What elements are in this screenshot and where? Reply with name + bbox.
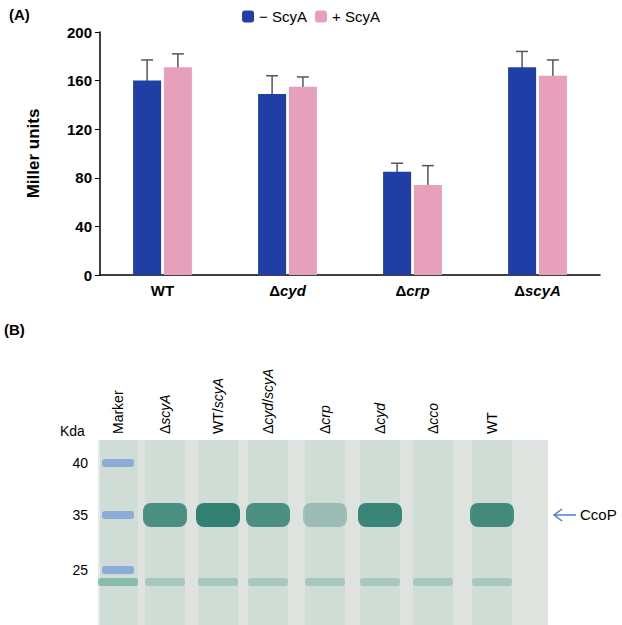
svg-text:80: 80 <box>75 169 92 186</box>
svg-text:Δ: Δ <box>395 282 406 299</box>
svg-text:− ScyA: − ScyA <box>259 8 307 25</box>
svg-text:scyA: scyA <box>525 282 561 299</box>
svg-text:cyd: cyd <box>280 282 307 299</box>
svg-text:Marker: Marker <box>110 390 126 434</box>
svg-text:Δcyd: Δcyd <box>372 402 388 434</box>
svg-text:ΔscyA: ΔscyA <box>157 394 173 434</box>
svg-text:Δ: Δ <box>514 282 525 299</box>
svg-text:Δcyd/scyA: Δcyd/scyA <box>260 369 276 434</box>
svg-text:+ ScyA: + ScyA <box>332 8 380 25</box>
svg-text:(B): (B) <box>4 321 25 338</box>
svg-text:Δcrp: Δcrp <box>317 405 333 434</box>
svg-text:35: 35 <box>72 507 88 523</box>
svg-text:WT: WT <box>484 412 500 434</box>
svg-text:200: 200 <box>67 24 92 41</box>
svg-text:25: 25 <box>72 562 88 578</box>
svg-text:40: 40 <box>72 455 88 471</box>
svg-text:120: 120 <box>67 121 92 138</box>
svg-text:WT: WT <box>151 282 174 299</box>
svg-text:CcoP: CcoP <box>580 506 617 523</box>
svg-text:WT/scyA: WT/scyA <box>210 378 226 434</box>
svg-text:Δ: Δ <box>269 282 280 299</box>
svg-text:160: 160 <box>67 72 92 89</box>
svg-text:(A): (A) <box>9 6 30 23</box>
svg-text:0: 0 <box>84 267 92 284</box>
svg-text:crp: crp <box>406 282 429 299</box>
svg-text:Miller units: Miller units <box>24 109 43 199</box>
svg-text:Δcco: Δcco <box>425 403 441 434</box>
svg-text:40: 40 <box>75 218 92 235</box>
svg-text:Kda: Kda <box>60 423 85 439</box>
